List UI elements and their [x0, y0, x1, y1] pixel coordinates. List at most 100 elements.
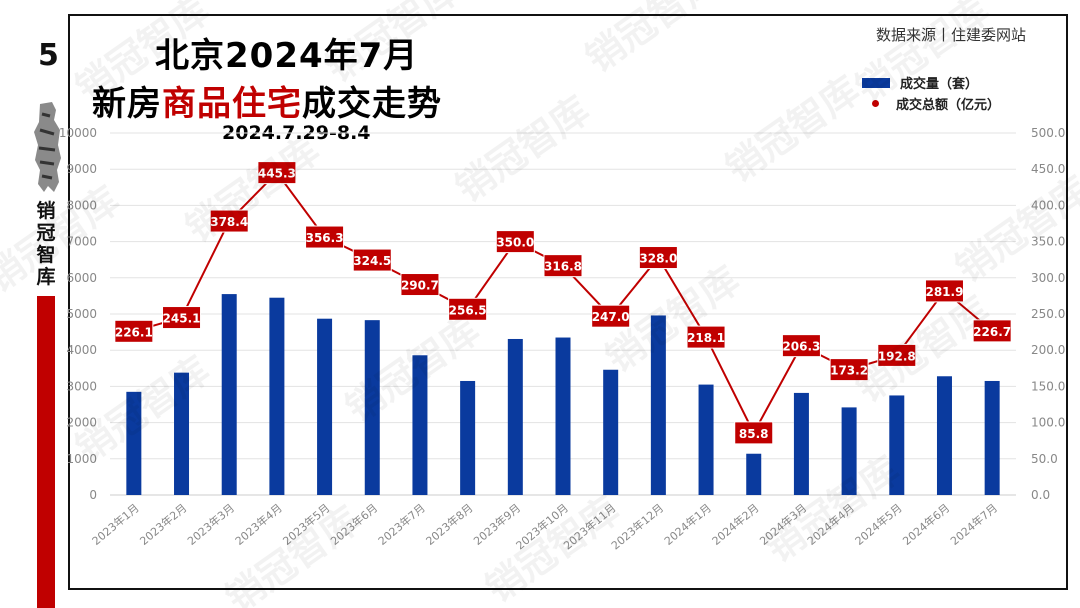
- y-right-tick-label: 500.0: [1031, 126, 1065, 140]
- y-left-tick-label: 10000: [59, 126, 97, 140]
- y-left-tick-label: 8000: [66, 198, 97, 212]
- data-label: 324.5: [353, 254, 391, 268]
- bar: [841, 407, 857, 495]
- y-right-tick-label: 0.0: [1031, 488, 1050, 502]
- bar: [507, 338, 523, 495]
- bar: [793, 392, 809, 495]
- x-tick-label: 2024年3月: [757, 501, 810, 548]
- data-label: 328.0: [639, 252, 677, 266]
- y-left-tick-label: 4000: [66, 343, 97, 357]
- y-left-tick-label: 1000: [66, 452, 97, 466]
- chart-legend: 成交量（套） 成交总额（亿元）: [862, 72, 1000, 114]
- tiger-logo-icon: [34, 102, 61, 192]
- y-left-tick-label: 6000: [66, 271, 97, 285]
- data-label: 350.0: [496, 236, 534, 250]
- data-source: 数据来源丨住建委网站: [876, 26, 1027, 44]
- x-tick-label: 2023年2月: [137, 501, 190, 548]
- data-label: 85.8: [739, 427, 769, 441]
- data-label-box: [781, 334, 821, 358]
- bar: [174, 372, 190, 495]
- x-tick-label: 2023年5月: [280, 501, 333, 548]
- x-tick-label: 2023年8月: [423, 501, 476, 548]
- y-left-tick-label: 5000: [66, 307, 97, 321]
- data-label-box: [162, 306, 202, 330]
- data-label-box: [734, 421, 774, 445]
- x-tick-label: 2024年2月: [709, 501, 762, 548]
- bar: [412, 355, 428, 495]
- data-label: 173.2: [830, 364, 868, 378]
- y-right-tick-label: 250.0: [1031, 307, 1065, 321]
- bar: [460, 380, 476, 495]
- data-label-box: [972, 319, 1012, 343]
- data-label: 316.8: [544, 260, 582, 274]
- y-right-tick-label: 450.0: [1031, 162, 1065, 176]
- legend-bar-swatch: [862, 77, 890, 88]
- bar: [221, 294, 237, 495]
- bar: [317, 318, 333, 495]
- data-label: 445.3: [258, 167, 296, 181]
- bar: [555, 337, 571, 495]
- y-left-tick-label: 9000: [66, 162, 97, 176]
- data-label: 218.1: [687, 331, 725, 345]
- y-right-tick-label: 100.0: [1031, 416, 1065, 430]
- data-label-box: [495, 230, 535, 254]
- y-right-tick-label: 300.0: [1031, 271, 1065, 285]
- data-label-box: [591, 304, 631, 328]
- data-label-box: [257, 161, 297, 185]
- page-number: 5: [38, 38, 59, 73]
- y-right-tick-label: 200.0: [1031, 343, 1065, 357]
- data-label: 356.3: [306, 231, 344, 245]
- y-right-tick-label: 400.0: [1031, 198, 1065, 212]
- bar: [936, 376, 952, 495]
- x-tick-label: 2024年4月: [804, 501, 857, 548]
- y-right-tick-label: 350.0: [1031, 235, 1065, 249]
- x-tick-label: 2023年6月: [328, 501, 381, 548]
- data-label: 226.1: [115, 325, 153, 339]
- x-tick-label: 2023年4月: [232, 501, 285, 548]
- x-tick-label: 2024年7月: [947, 501, 1000, 548]
- bar: [603, 369, 619, 495]
- y-left-tick-label: 7000: [66, 235, 97, 249]
- title-suffix: 成交走势: [302, 84, 442, 124]
- x-tick-label: 2024年5月: [852, 501, 905, 548]
- data-label: 206.3: [782, 340, 820, 354]
- data-label: 256.5: [449, 303, 487, 317]
- title-highlight: 商品住宅: [162, 84, 302, 124]
- bar: [364, 320, 380, 495]
- data-label-box: [543, 254, 583, 278]
- x-tick-label: 2024年6月: [900, 501, 953, 548]
- x-tick-label: 2023年7月: [375, 501, 428, 548]
- data-label: 247.0: [592, 310, 630, 324]
- x-tick-label: 2023年12月: [608, 501, 666, 553]
- legend-dot-swatch: [872, 100, 879, 107]
- chart-frame: [68, 14, 1068, 590]
- title-prefix: 新房: [92, 84, 162, 124]
- data-label: 245.1: [163, 312, 201, 326]
- title-line-1: 北京2024年7月: [155, 36, 419, 76]
- data-label-box: [829, 358, 869, 382]
- y-right-tick-label: 50.0: [1031, 452, 1058, 466]
- title-line-2: 新房商品住宅成交走势: [92, 76, 442, 125]
- x-tick-label: 2023年3月: [184, 501, 237, 548]
- bar: [698, 384, 714, 495]
- data-label-box: [448, 297, 488, 321]
- data-label: 226.7: [973, 325, 1011, 339]
- x-tick-label: 2024年1月: [661, 501, 714, 548]
- y-left-tick-label: 2000: [66, 416, 97, 430]
- legend-label-amount: 成交总额（亿元）: [896, 98, 1001, 113]
- bar: [650, 315, 666, 495]
- data-label: 192.8: [878, 349, 916, 363]
- data-label-box: [352, 248, 392, 272]
- data-label: 281.9: [925, 285, 963, 299]
- y-right-tick-label: 150.0: [1031, 379, 1065, 393]
- data-label-box: [638, 246, 678, 270]
- data-label: 290.7: [401, 279, 439, 293]
- bar: [126, 391, 142, 495]
- legend-label-volume: 成交量（套）: [900, 77, 979, 92]
- bar: [746, 453, 762, 495]
- data-label: 378.4: [210, 215, 248, 229]
- data-label-box: [400, 273, 440, 297]
- data-label-box: [686, 325, 726, 349]
- data-label-box: [305, 225, 345, 249]
